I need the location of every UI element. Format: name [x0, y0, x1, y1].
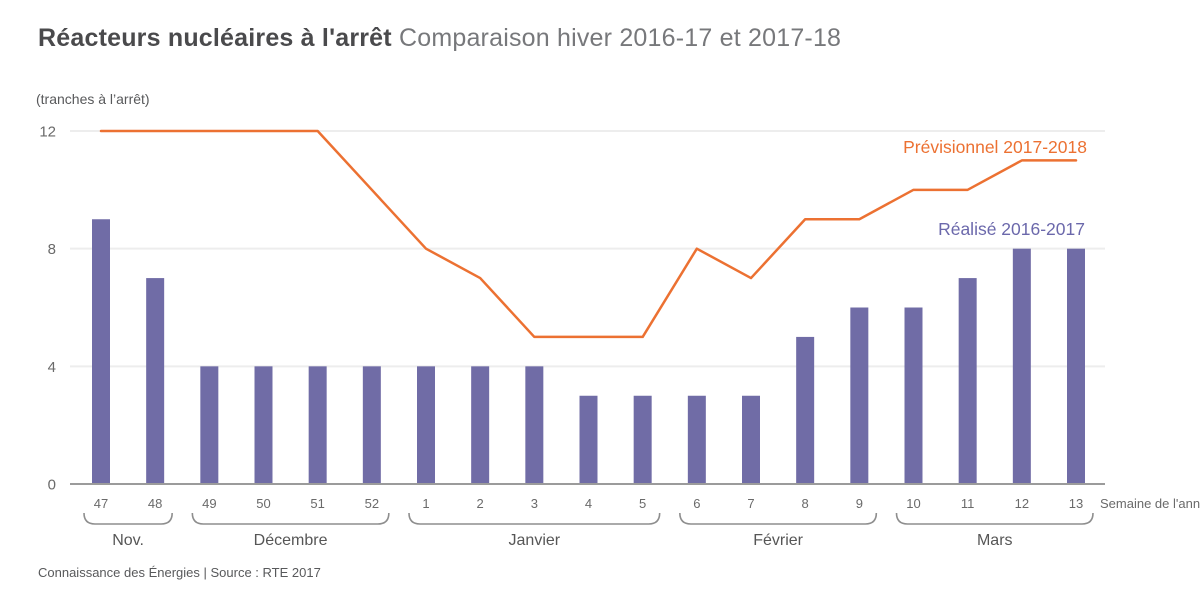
bar-week-48 — [146, 278, 165, 484]
y-tick-label-8: 8 — [48, 241, 56, 258]
x-tick-week-4: 4 — [585, 496, 592, 511]
x-tick-week-13: 13 — [1069, 496, 1083, 511]
x-tick-week-2: 2 — [477, 496, 484, 511]
bar-week-13 — [1067, 248, 1085, 484]
bar-week-49 — [200, 366, 219, 484]
bar-week-2 — [471, 366, 490, 484]
y-axis-unit-label: (tranches à l’arrêt) — [36, 91, 150, 107]
bar-week-50 — [254, 366, 273, 484]
x-tick-week-52: 52 — [365, 496, 379, 511]
bar-week-10 — [904, 307, 923, 484]
legend-forecast-2017-2018: Prévisionnel 2017-2018 — [903, 137, 1087, 157]
bar-week-47 — [92, 219, 110, 484]
y-tick-label-12: 12 — [39, 124, 56, 141]
month-bracket-4 — [679, 512, 878, 525]
x-tick-week-49: 49 — [202, 496, 216, 511]
forecast-line — [99, 129, 1078, 339]
bar-week-8 — [796, 336, 815, 484]
page-title: Réacteurs nucléaires à l'arrêt Comparais… — [38, 24, 841, 53]
month-bracket-2 — [191, 512, 390, 525]
title-main: Réacteurs nucléaires à l'arrêt — [38, 24, 392, 52]
bar-week-9 — [850, 307, 869, 484]
x-tick-week-47: 47 — [94, 496, 108, 511]
title-subtitle: Comparaison hiver 2016-17 et 2017-18 — [398, 24, 842, 52]
month-bracket-3 — [408, 512, 661, 525]
month-label-2: Décembre — [254, 532, 328, 549]
bar-week-12 — [1012, 248, 1031, 484]
legend-actual-2016-2017: Réalisé 2016-2017 — [938, 219, 1085, 239]
month-label-1: Nov. — [112, 532, 144, 549]
x-tick-week-5: 5 — [639, 496, 646, 511]
x-tick-week-10: 10 — [906, 496, 920, 511]
x-tick-week-48: 48 — [148, 496, 162, 511]
bar-week-11 — [958, 278, 977, 484]
month-bracket-5 — [895, 512, 1094, 525]
bar-week-52 — [362, 366, 381, 484]
bar-week-3 — [525, 366, 544, 484]
bar-week-7 — [742, 395, 760, 484]
bar-week-51 — [308, 366, 327, 484]
x-tick-week-50: 50 — [256, 496, 270, 511]
bar-week-5 — [633, 395, 652, 484]
x-tick-week-8: 8 — [802, 496, 809, 511]
x-tick-week-12: 12 — [1015, 496, 1029, 511]
month-bracket-1 — [83, 512, 173, 525]
bar-week-1 — [417, 366, 435, 484]
bar-week-6 — [687, 395, 706, 484]
x-tick-week-11: 11 — [961, 496, 975, 511]
y-tick-label-4: 4 — [48, 359, 56, 376]
x-tick-week-9: 9 — [856, 496, 863, 511]
month-label-3: Janvier — [509, 532, 561, 549]
x-tick-week-3: 3 — [531, 496, 538, 511]
source-attribution: Connaissance des Énergies | Source : RTE… — [38, 565, 321, 580]
month-label-5: Mars — [977, 532, 1013, 549]
bar-week-4 — [579, 395, 598, 484]
x-tick-week-6: 6 — [693, 496, 700, 511]
x-tick-week-7: 7 — [747, 496, 754, 511]
x-tick-week-51: 51 — [310, 496, 324, 511]
y-tick-label-0: 0 — [48, 477, 56, 494]
month-label-4: Février — [753, 532, 803, 549]
x-tick-week-1: 1 — [422, 496, 429, 511]
x-axis-label: Semaine de l'année — [1100, 496, 1200, 511]
